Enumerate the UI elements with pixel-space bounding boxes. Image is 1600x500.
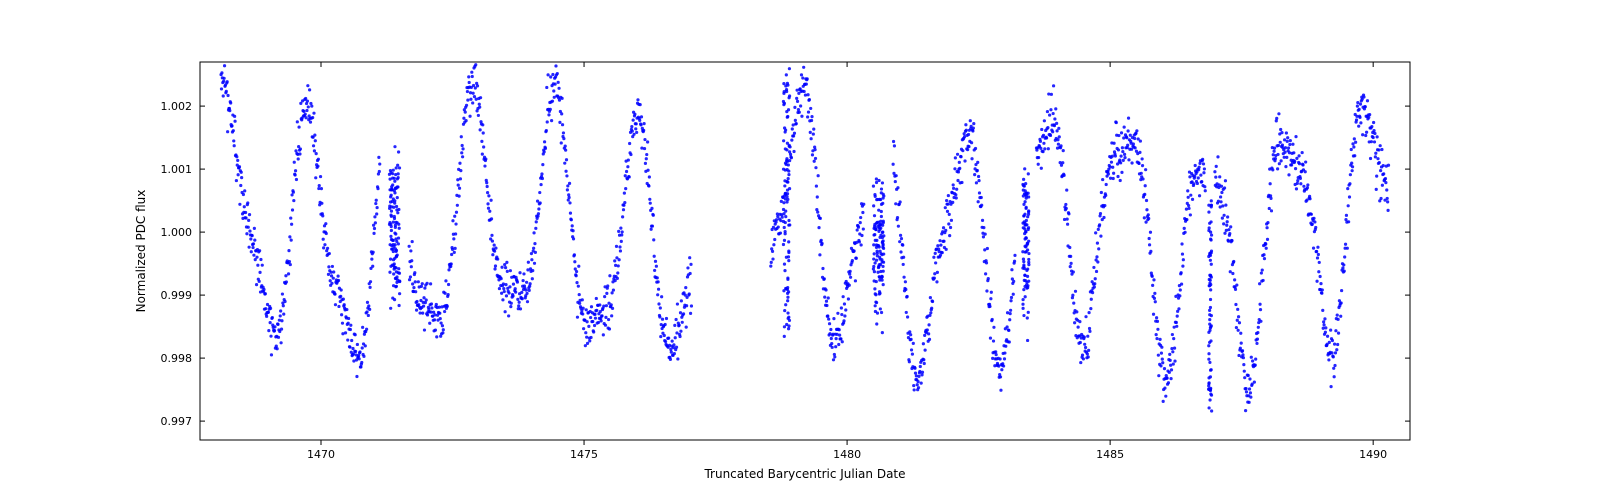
- figure: 1470 1475 1480 1485 1490 0.997 0.998 0.999 1.000…: [0, 0, 1600, 500]
- y-tick-label: 0.997: [161, 415, 193, 428]
- y-tick-label: 0.999: [161, 289, 193, 302]
- y-tick-label: 1.000: [161, 226, 193, 239]
- y-tick-label: 1.001: [161, 163, 193, 176]
- x-tick-label: 1485: [1096, 448, 1124, 461]
- chart-svg: 1470 1475 1480 1485 1490 0.997 0.998 0.999 1.000…: [0, 0, 1600, 500]
- y-axis-label: Normalized PDC flux: [134, 190, 148, 313]
- y-tick-label: 0.998: [161, 352, 193, 365]
- x-tick-label: 1490: [1359, 448, 1387, 461]
- x-tick-label: 1475: [570, 448, 598, 461]
- y-tick-label: 1.002: [161, 100, 193, 113]
- x-tick-label: 1480: [833, 448, 861, 461]
- x-axis-label: Truncated Barycentric Julian Date: [703, 467, 905, 481]
- x-tick-label: 1470: [307, 448, 335, 461]
